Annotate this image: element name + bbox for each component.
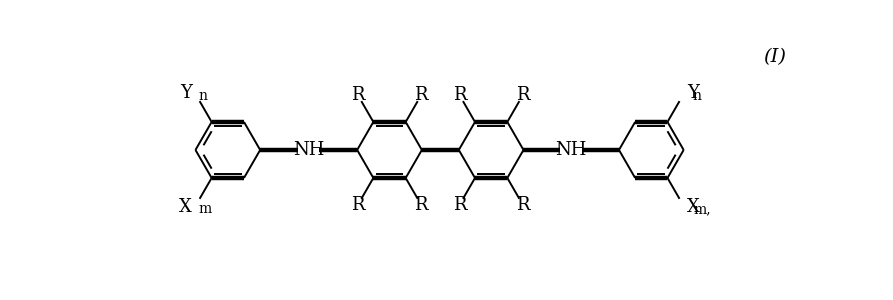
Text: Y: Y <box>180 84 192 102</box>
Text: R: R <box>453 196 466 214</box>
Text: NH: NH <box>293 141 324 159</box>
Text: R: R <box>516 86 530 104</box>
Text: X: X <box>179 198 192 216</box>
Text: n: n <box>198 88 207 103</box>
Text: R: R <box>414 86 428 104</box>
Text: R: R <box>351 86 364 104</box>
Text: n: n <box>692 88 702 103</box>
Text: NH: NH <box>555 141 587 159</box>
Text: R: R <box>414 196 428 214</box>
Text: m,: m, <box>693 202 711 216</box>
Text: m: m <box>198 202 212 216</box>
Text: X: X <box>687 198 700 216</box>
Text: R: R <box>351 196 364 214</box>
Text: R: R <box>516 196 530 214</box>
Text: R: R <box>453 86 466 104</box>
Text: (I): (I) <box>763 49 786 67</box>
Text: Y: Y <box>687 84 699 102</box>
